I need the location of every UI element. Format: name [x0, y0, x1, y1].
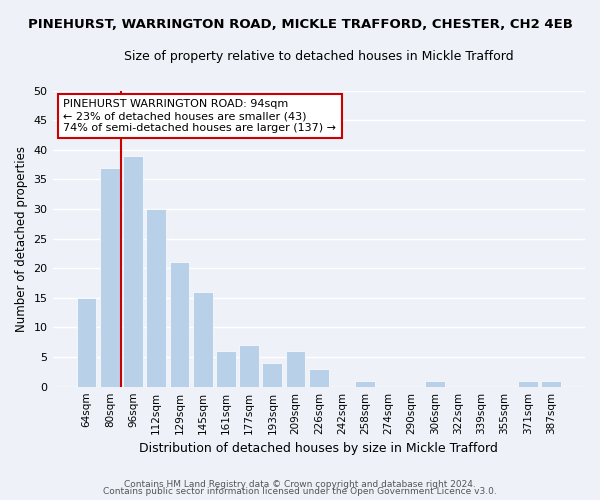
Bar — [309, 369, 329, 386]
Bar — [262, 363, 282, 386]
Bar — [193, 292, 212, 386]
Text: PINEHURST WARRINGTON ROAD: 94sqm
← 23% of detached houses are smaller (43)
74% o: PINEHURST WARRINGTON ROAD: 94sqm ← 23% o… — [63, 100, 336, 132]
Bar — [216, 351, 236, 386]
Bar — [518, 381, 538, 386]
Title: Size of property relative to detached houses in Mickle Trafford: Size of property relative to detached ho… — [124, 50, 514, 63]
Bar — [123, 156, 143, 386]
Y-axis label: Number of detached properties: Number of detached properties — [15, 146, 28, 332]
Bar — [239, 345, 259, 387]
Bar — [355, 381, 375, 386]
Bar — [170, 262, 190, 386]
Bar — [100, 168, 119, 386]
Bar — [541, 381, 561, 386]
Text: Contains public sector information licensed under the Open Government Licence v3: Contains public sector information licen… — [103, 487, 497, 496]
X-axis label: Distribution of detached houses by size in Mickle Trafford: Distribution of detached houses by size … — [139, 442, 498, 455]
Bar — [77, 298, 97, 386]
Bar — [425, 381, 445, 386]
Text: Contains HM Land Registry data © Crown copyright and database right 2024.: Contains HM Land Registry data © Crown c… — [124, 480, 476, 489]
Bar — [146, 209, 166, 386]
Bar — [286, 351, 305, 386]
Text: PINEHURST, WARRINGTON ROAD, MICKLE TRAFFORD, CHESTER, CH2 4EB: PINEHURST, WARRINGTON ROAD, MICKLE TRAFF… — [28, 18, 572, 30]
